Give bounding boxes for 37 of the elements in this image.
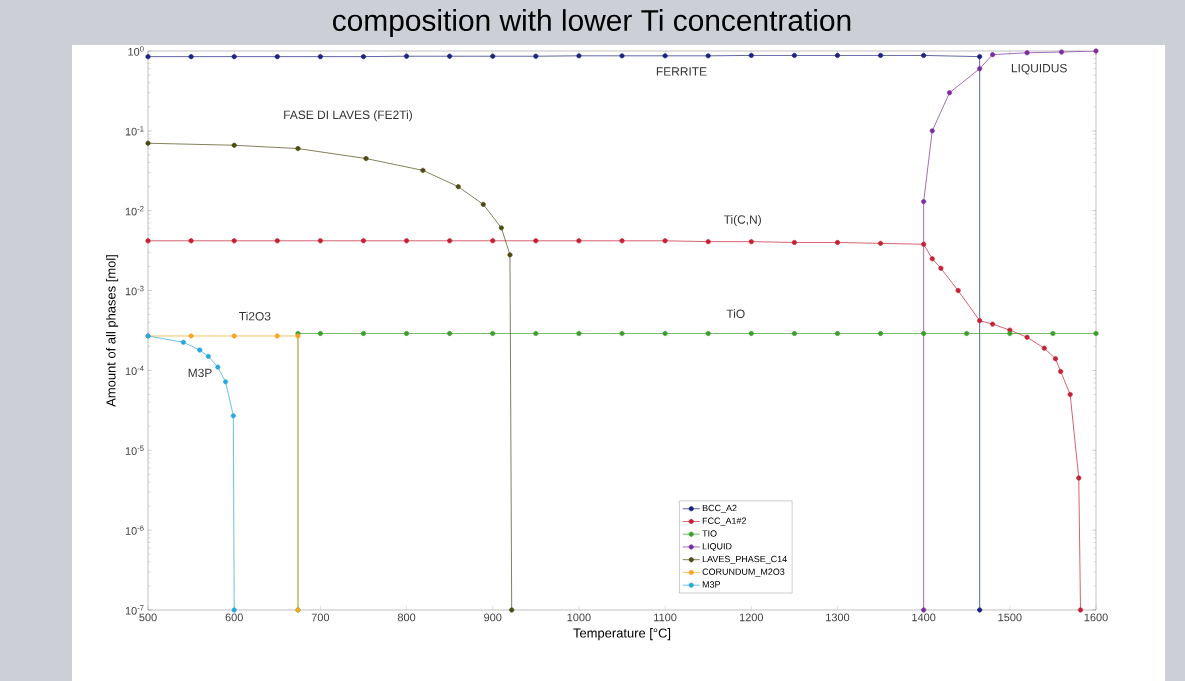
x-tick-label: 900 (484, 613, 502, 622)
annotation: Ti(C,N) (723, 214, 761, 227)
x-axis-title: Temperature [°C] (573, 628, 671, 641)
legend-label: CORUNDUM_M2O3 (702, 568, 785, 577)
annotation: M3P (188, 368, 212, 378)
x-tick-label: 500 (139, 613, 157, 622)
x-tick-label: 1000 (567, 613, 591, 622)
legend-label: LAVES_PHASE_C14 (702, 555, 787, 564)
y-axis-title: Amount of all phases [mol] (106, 255, 119, 407)
legend-label: FCC_A1#2 (702, 517, 746, 526)
y-tick-label: 10$^{-5}$ (125, 445, 144, 455)
annotation: Ti2O3 (239, 311, 271, 321)
x-tick-label: 1300 (826, 613, 850, 622)
legend-label: TIO (702, 530, 717, 537)
x-tick-label: 1100 (654, 613, 677, 622)
x-tick-label: 1600 (1084, 613, 1108, 622)
legend-label: BCC_A2 (702, 504, 737, 513)
y-tick-label: 10$^{-3}$ (125, 285, 144, 296)
x-tick-label: 1200 (739, 613, 764, 622)
x-tick-label: 1500 (998, 613, 1022, 622)
y-tick-label: 10$^{-6}$ (125, 525, 144, 535)
legend-label: LIQUID (702, 543, 732, 552)
chart-title: composition with lower Ti concentration (333, 9, 851, 37)
y-tick-label: 10$^{-2}$ (125, 205, 144, 216)
legend-label: M3P (702, 581, 721, 588)
y-tick-label: 10$^{-7}$ (125, 605, 144, 615)
x-tick-label: 1400 (912, 613, 936, 622)
annotation: TiO (726, 309, 745, 318)
y-tick-label: 10$^{0}$ (128, 46, 144, 56)
annotation: LIQUIDUS (1011, 63, 1067, 75)
x-tick-label: 600 (225, 613, 243, 622)
y-tick-label: 10$^{-4}$ (125, 365, 144, 376)
x-tick-label: 800 (397, 613, 416, 622)
x-tick-label: 700 (311, 613, 330, 622)
y-tick-label: 10$^{-1}$ (125, 126, 144, 136)
annotation: FERRITE (656, 67, 707, 76)
annotation: FASE DI LAVES (FE2Ti) (284, 110, 412, 122)
